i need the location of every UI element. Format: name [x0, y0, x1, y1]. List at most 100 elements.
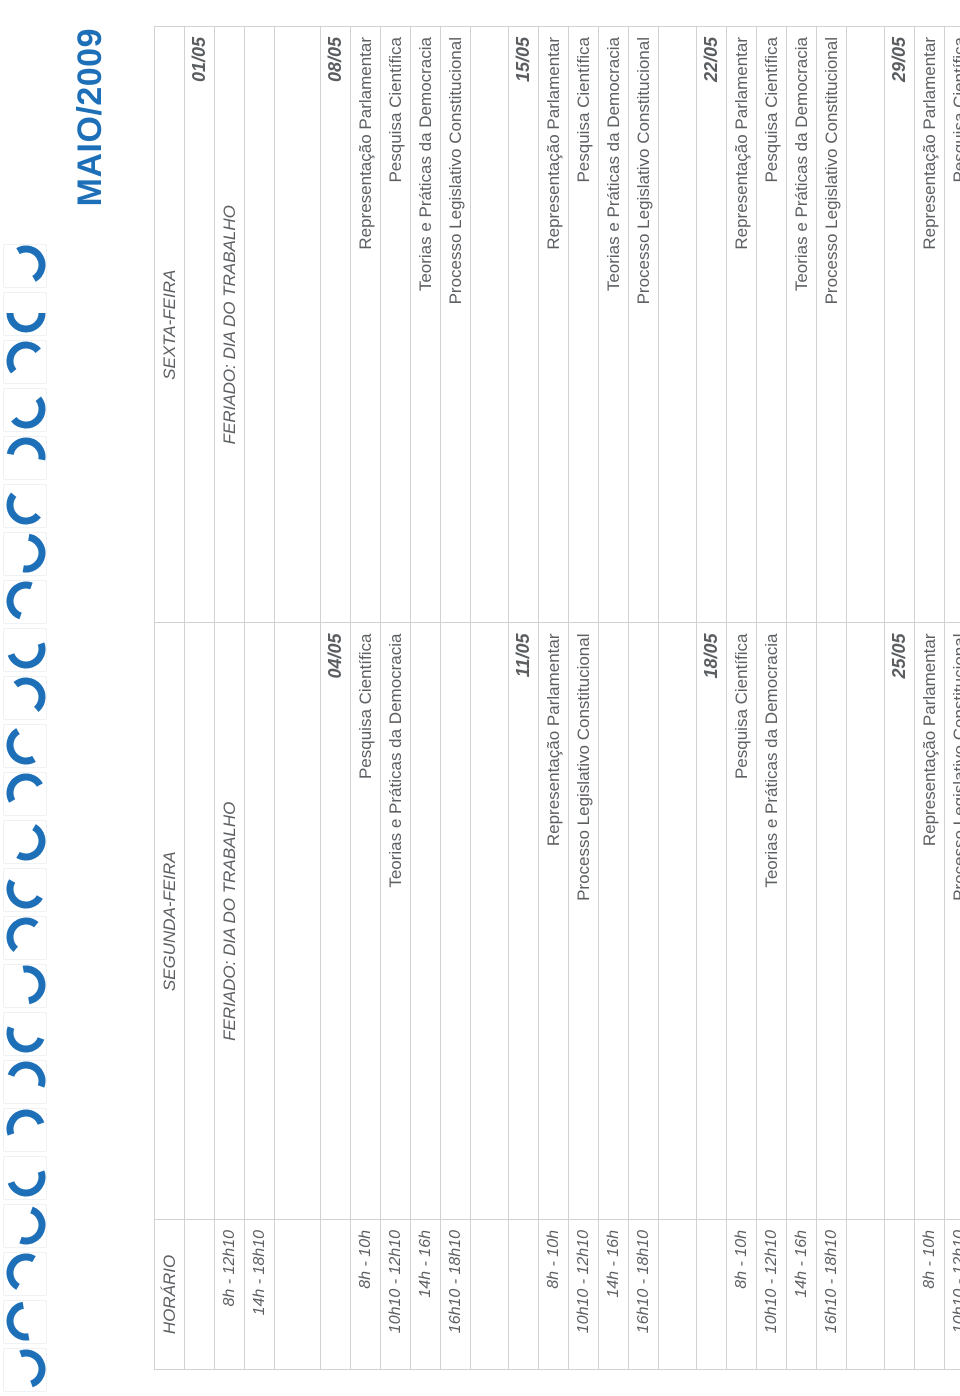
- cell: [245, 27, 275, 624]
- cell: [321, 1220, 351, 1370]
- cell: [629, 623, 659, 1220]
- table-row: 8h - 10hPesquisa CientíficaRepresentação…: [351, 27, 381, 1370]
- cell: [817, 623, 847, 1220]
- arc-icon: [4, 1300, 47, 1343]
- cell: [847, 1220, 885, 1370]
- logo-arc-cell: [3, 1252, 47, 1296]
- time-cell: 14h - 18h10: [245, 1220, 275, 1370]
- cell: Representação Parlamentar: [539, 27, 569, 624]
- cell: [659, 623, 697, 1220]
- schedule-panel: HORÁRIO SEGUNDA-FEIRA SEXTA-FEIRA 01/058…: [130, 0, 960, 1396]
- cell: Pesquisa Científica: [351, 623, 381, 1220]
- header-inner: MAIO/2009: [0, 0, 130, 1396]
- title-row: MAIO/2009: [50, 0, 130, 1396]
- table-row: 10h10 - 12h10Teorias e Práticas da Democ…: [381, 27, 411, 1370]
- arc-icon: [4, 964, 47, 1007]
- cell: Processo Legislativo Constitucional: [441, 27, 471, 624]
- table-row: 8h - 10hRepresentação ParlamentarReprese…: [539, 27, 569, 1370]
- table-row: 16h10 - 18h10Processo Legislativo Consti…: [817, 27, 847, 1370]
- logo-arc-cell: [3, 628, 47, 672]
- schedule-table: HORÁRIO SEGUNDA-FEIRA SEXTA-FEIRA 01/058…: [154, 26, 960, 1370]
- date-cell: 04/05: [321, 623, 351, 1220]
- date-cell: 01/05: [185, 27, 215, 624]
- table-row: 10h10 - 12h10Processo Legislativo Consti…: [945, 27, 960, 1370]
- cell: Representação Parlamentar: [915, 623, 945, 1220]
- cell: Representação Parlamentar: [539, 623, 569, 1220]
- logo-arc-row: [0, 0, 50, 1396]
- arc-icon: [4, 244, 47, 287]
- logo-arc-cell: [3, 532, 47, 576]
- time-cell: 16h10 - 18h10: [441, 1220, 471, 1370]
- table-row: 11/0515/05: [509, 27, 539, 1370]
- cell: [697, 1220, 727, 1370]
- cell: [275, 27, 321, 624]
- cell: [441, 623, 471, 1220]
- date-cell: 11/05: [509, 623, 539, 1220]
- logo-arc-cell: [3, 1012, 47, 1056]
- date-cell: 29/05: [885, 27, 915, 624]
- logo-arc-cell: [3, 964, 47, 1008]
- arc-icon: [4, 916, 47, 959]
- table-row: 10h10 - 12h10Processo Legislativo Consti…: [569, 27, 599, 1370]
- cell: Pesquisa Científica: [945, 27, 960, 624]
- time-cell: 10h10 - 12h10: [569, 1220, 599, 1370]
- table-row: 8h - 10hRepresentação ParlamentarReprese…: [915, 27, 945, 1370]
- time-cell: 8h - 10h: [351, 1220, 381, 1370]
- time-cell: 14h - 16h: [599, 1220, 629, 1370]
- logo-arc-cell: [3, 580, 47, 624]
- cell: Processo Legislativo Constitucional: [629, 27, 659, 624]
- date-cell: [185, 623, 215, 1220]
- cell: Pesquisa Científica: [569, 27, 599, 624]
- cell: Representação Parlamentar: [727, 27, 757, 624]
- logo-arc-cell: [3, 1156, 47, 1200]
- page-root: MAIO/2009 HORÁRIO SEGUNDA-FEIRA SEXTA-FE…: [0, 0, 960, 1396]
- arc-icon: [4, 532, 47, 575]
- cell: Pesquisa Científica: [757, 27, 787, 624]
- table-row: 25/0529/05: [885, 27, 915, 1370]
- date-cell: 25/05: [885, 623, 915, 1220]
- col-header-time: HORÁRIO: [155, 1220, 185, 1370]
- time-cell: 8h - 10h: [539, 1220, 569, 1370]
- time-cell: 10h10 - 12h10: [945, 1220, 960, 1370]
- arc-icon: [4, 724, 47, 767]
- arc-icon: [4, 1348, 47, 1391]
- date-cell: 15/05: [509, 27, 539, 624]
- date-cell: 08/05: [321, 27, 351, 624]
- cell: [599, 623, 629, 1220]
- logo-arc-cell: [3, 388, 47, 432]
- arc-icon: [4, 772, 47, 815]
- time-cell: 16h10 - 18h10: [817, 1220, 847, 1370]
- arc-icon: [4, 292, 47, 335]
- table-row: 18/0522/05: [697, 27, 727, 1370]
- arc-icon: [4, 1060, 47, 1103]
- time-cell: 14h - 16h: [411, 1220, 441, 1370]
- logo-arc-cell: [3, 1060, 47, 1104]
- logo-arc-cell: [3, 1300, 47, 1344]
- logo-arc-cell: [3, 724, 47, 768]
- logo-arc-cell: [3, 244, 47, 288]
- cell: [471, 27, 509, 624]
- arc-icon: [4, 1108, 47, 1151]
- cell: Processo Legislativo Constitucional: [569, 623, 599, 1220]
- cell: [471, 623, 509, 1220]
- table-row: 16h10 - 18h10Processo Legislativo Consti…: [629, 27, 659, 1370]
- time-cell: 10h10 - 12h10: [381, 1220, 411, 1370]
- cell: Processo Legislativo Constitucional: [945, 623, 960, 1220]
- date-cell: 22/05: [697, 27, 727, 624]
- logo-arc-cell: [3, 436, 47, 480]
- cell: [185, 1220, 215, 1370]
- page-title: MAIO/2009: [71, 28, 110, 206]
- time-cell: 14h - 16h: [787, 1220, 817, 1370]
- cell: Pesquisa Científica: [381, 27, 411, 624]
- cell: [509, 1220, 539, 1370]
- table-row: [275, 27, 321, 1370]
- logo-arc-cell: [3, 1348, 47, 1392]
- cell: [847, 623, 885, 1220]
- date-cell: 18/05: [697, 623, 727, 1220]
- table-row: [847, 27, 885, 1370]
- arc-icon: [4, 580, 47, 623]
- time-cell: 8h - 10h: [727, 1220, 757, 1370]
- holiday-cell: FERIADO: DIA DO TRABALHO: [215, 27, 245, 624]
- col-header-mon: SEGUNDA-FEIRA: [155, 623, 185, 1220]
- arc-icon: [4, 1156, 47, 1199]
